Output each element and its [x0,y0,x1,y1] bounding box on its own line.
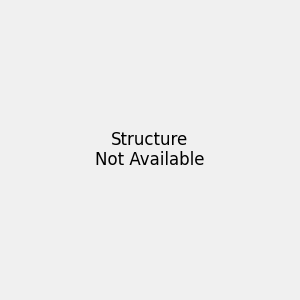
Text: Structure
Not Available: Structure Not Available [95,130,205,170]
